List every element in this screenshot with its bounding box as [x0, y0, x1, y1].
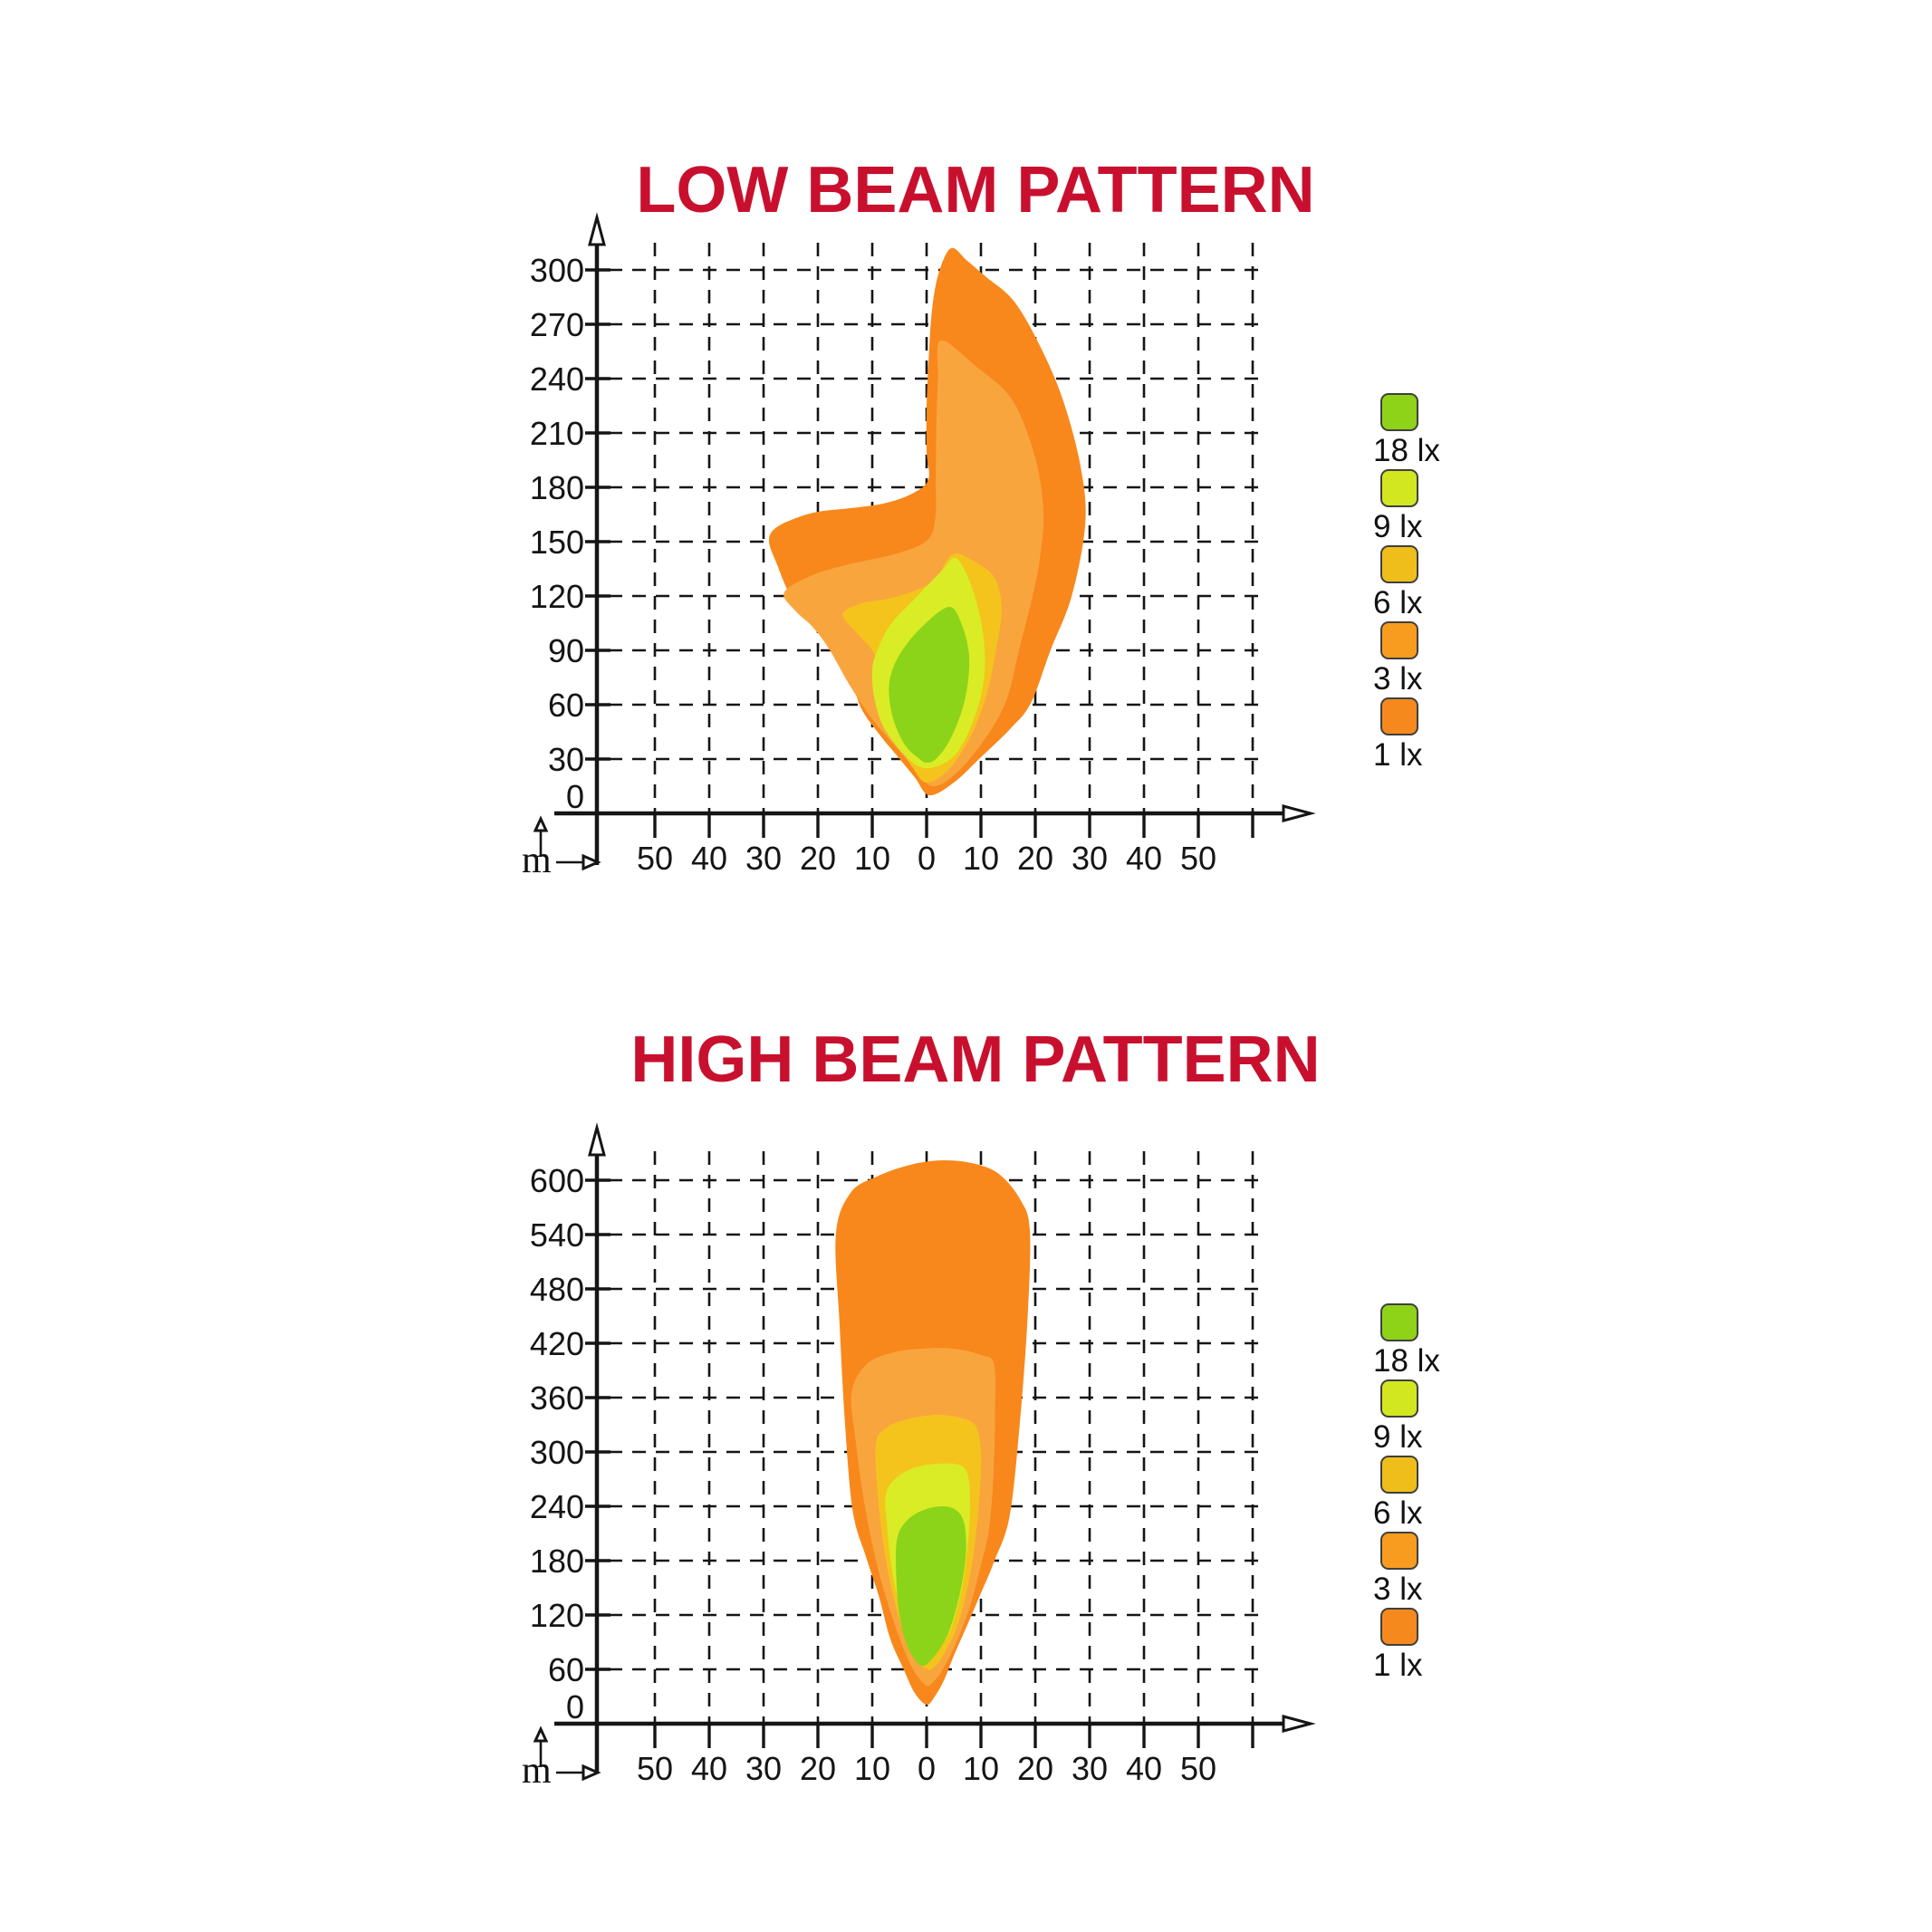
- x-tick-label: 30: [745, 840, 782, 877]
- x-tick-label: 40: [691, 1750, 727, 1787]
- unit-right-arrowhead: [582, 853, 601, 871]
- legend-item: 6 lx: [1373, 545, 1572, 621]
- legend-item: 6 lx: [1373, 1456, 1572, 1532]
- y-tick-label: 420: [530, 1325, 584, 1362]
- high-beam-plot: 50 40 30 20 10 0 10 20 30 40 506005404804203603002…: [530, 1122, 1316, 1787]
- y-tick-label: 180: [530, 1543, 584, 1580]
- y-tick-label: 120: [530, 578, 584, 615]
- legend-item: 3 lx: [1373, 1532, 1572, 1608]
- low-beam-axis-unit: m: [522, 840, 552, 881]
- high-beam-axes: [533, 1122, 1316, 1782]
- legend-swatch-1lx: [1380, 1608, 1418, 1646]
- y-tick-label: 360: [530, 1379, 584, 1417]
- legend-item: 9 lx: [1373, 469, 1572, 545]
- legend-item: 18 lx: [1373, 393, 1572, 469]
- x-tick-label: 0: [918, 1750, 936, 1787]
- x-tick-label: 30: [1072, 840, 1108, 877]
- legend-item: 1 lx: [1373, 697, 1572, 774]
- x-tick-label: 0: [918, 840, 936, 877]
- legend-label: 6 lx: [1373, 1495, 1423, 1531]
- legend-label: 3 lx: [1373, 1572, 1423, 1607]
- x-tick-label: 50: [1180, 840, 1216, 877]
- y-tick-label: 150: [530, 524, 584, 561]
- legend-swatch-9lx: [1380, 469, 1418, 507]
- y-tick-label: 120: [530, 1597, 584, 1634]
- legend-label: 3 lx: [1373, 661, 1423, 697]
- low-beam-axes: [533, 212, 1316, 871]
- y-tick-label: 600: [530, 1162, 584, 1199]
- high-beam-contours: [835, 1159, 1031, 1706]
- x-tick-label: 20: [1017, 1750, 1053, 1787]
- y-tick-label: 90: [548, 632, 584, 669]
- x-tick-label: 10: [963, 840, 999, 877]
- x-tick-label: 50: [637, 840, 673, 877]
- high-beam-title: HIGH BEAM PATTERN: [630, 1024, 1321, 1096]
- x-tick-label: 20: [800, 840, 836, 877]
- legend-item: 1 lx: [1373, 1608, 1572, 1684]
- y-tick-label: 300: [530, 1434, 584, 1471]
- unit-up-arrowhead: [533, 815, 549, 832]
- low-beam-title: LOW BEAM PATTERN: [636, 154, 1315, 226]
- contour-18lx: [889, 607, 970, 763]
- x-tick-label: 10: [963, 1750, 999, 1787]
- legend-swatch-18lx: [1380, 393, 1418, 431]
- legend-item: 3 lx: [1373, 621, 1572, 697]
- low-beam-contours: [768, 247, 1086, 796]
- x-tick-label: 50: [1180, 1750, 1216, 1787]
- x-axis-arrowhead: [1282, 804, 1316, 822]
- legend-swatch-1lx: [1380, 697, 1418, 735]
- x-axis-arrowhead: [1282, 1715, 1316, 1733]
- legend-label: 9 lx: [1373, 1419, 1423, 1455]
- y-tick-label: 0: [566, 1688, 584, 1725]
- x-tick-label: 40: [1126, 840, 1162, 877]
- low-beam-legend: 18 lx 9 lx 6 lx 3 lx 1 lx: [1373, 393, 1572, 774]
- unit-right-arrowhead: [582, 1764, 601, 1782]
- y-tick-label: 540: [530, 1216, 584, 1254]
- legend-label: 18 lx: [1373, 433, 1440, 468]
- y-tick-label: 210: [530, 415, 584, 452]
- x-tick-label: 20: [800, 1750, 836, 1787]
- low-beam-plot: 50 40 30 20 10 0 10 20 30 40 503002702402101801501…: [530, 212, 1316, 877]
- y-tick-label: 0: [566, 778, 584, 815]
- unit-up-arrowhead: [533, 1725, 549, 1743]
- x-tick-label: 40: [1126, 1750, 1162, 1787]
- y-tick-label: 60: [548, 1651, 584, 1688]
- legend-swatch-9lx: [1380, 1379, 1418, 1418]
- contour-18lx: [896, 1505, 966, 1667]
- x-tick-label: 10: [854, 1750, 890, 1787]
- legend-item: 9 lx: [1373, 1379, 1572, 1456]
- x-tick-label: 10: [854, 840, 890, 877]
- high-beam-axis-unit: m: [522, 1750, 552, 1792]
- y-tick-label: 240: [530, 1488, 584, 1525]
- y-tick-label: 480: [530, 1271, 584, 1308]
- legend-swatch-3lx: [1380, 621, 1418, 659]
- y-tick-label: 270: [530, 306, 584, 343]
- legend-label: 9 lx: [1373, 509, 1423, 544]
- y-tick-label: 240: [530, 360, 584, 398]
- high-beam-legend: 18 lx 9 lx 6 lx 3 lx 1 lx: [1373, 1303, 1572, 1684]
- x-tick-label: 30: [1072, 1750, 1108, 1787]
- legend-label: 1 lx: [1373, 737, 1423, 773]
- legend-label: 1 lx: [1373, 1648, 1423, 1683]
- y-tick-label: 30: [548, 741, 584, 778]
- y-tick-label: 60: [548, 687, 584, 724]
- y-tick-label: 300: [530, 252, 584, 289]
- legend-swatch-6lx: [1380, 545, 1418, 583]
- legend-label: 18 lx: [1373, 1343, 1440, 1379]
- x-tick-label: 40: [691, 840, 727, 877]
- y-axis-arrowhead: [588, 212, 606, 246]
- legend-swatch-18lx: [1380, 1303, 1418, 1341]
- legend-swatch-6lx: [1380, 1456, 1418, 1494]
- legend-swatch-3lx: [1380, 1532, 1418, 1570]
- legend-label: 6 lx: [1373, 585, 1423, 620]
- y-axis-arrowhead: [588, 1122, 606, 1157]
- x-tick-label: 20: [1017, 840, 1053, 877]
- high-beam-tick-labels: 50 40 30 20 10 0 10 20 30 40 506005404804203603002…: [530, 1162, 1216, 1787]
- low-beam-tick-labels: 50 40 30 20 10 0 10 20 30 40 503002702402101801501…: [530, 252, 1216, 877]
- x-tick-label: 30: [745, 1750, 782, 1787]
- legend-item: 18 lx: [1373, 1303, 1572, 1379]
- x-tick-label: 50: [637, 1750, 673, 1787]
- y-tick-label: 180: [530, 469, 584, 506]
